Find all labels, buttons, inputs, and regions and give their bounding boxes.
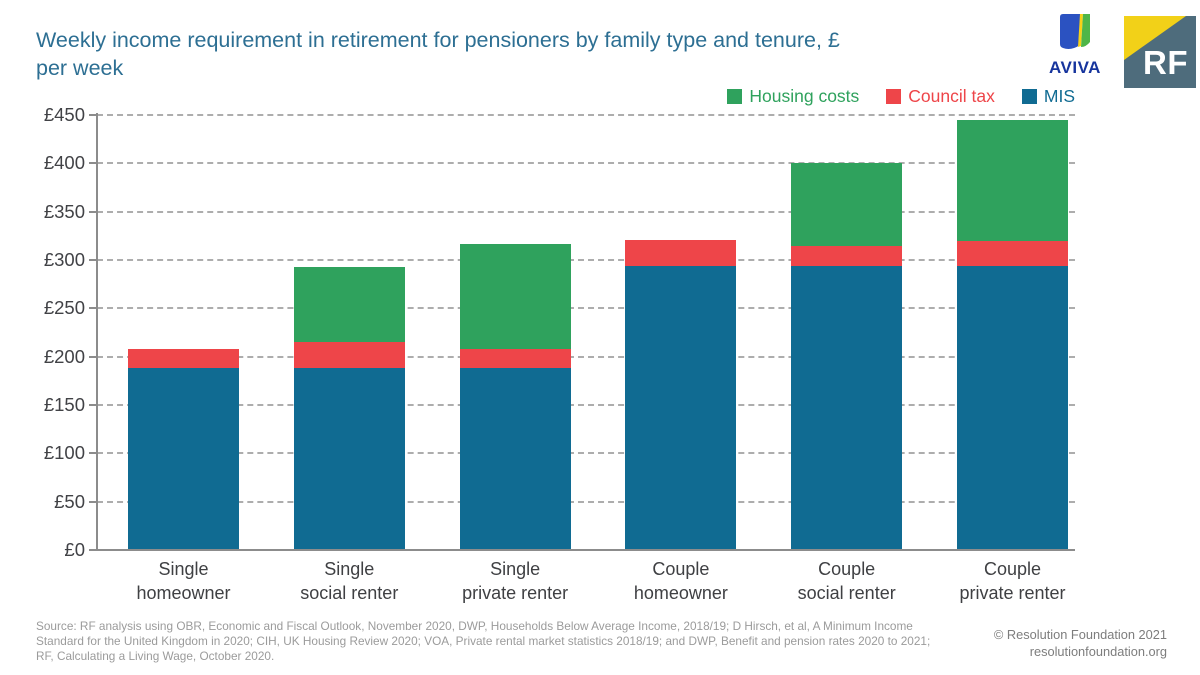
aviva-logo: AVIVA: [1040, 14, 1110, 78]
plot-area: [97, 113, 1075, 550]
bar-segment-mis: [293, 368, 405, 550]
x-axis-line: [89, 549, 1075, 551]
y-tick-label: £150: [43, 394, 85, 415]
bar-segment-housing-costs: [957, 119, 1068, 241]
y-tick-label: £50: [54, 490, 85, 512]
copyright-note: © Resolution Foundation 2021 resolutionf…: [994, 627, 1167, 660]
bar-segment-council-tax: [625, 239, 737, 266]
bar-single-private-renter: [459, 113, 571, 550]
y-tick-label: £300: [43, 249, 85, 270]
gridline-450: [97, 114, 1075, 116]
housing-costs-swatch-icon: [727, 89, 743, 104]
aviva-logo-text: AVIVA: [1049, 58, 1101, 77]
bar-segment-council-tax: [293, 342, 405, 369]
y-axis-tick: [89, 210, 97, 213]
x-tick-label: Single social renter: [300, 559, 399, 603]
x-tick-label: Couple social renter: [797, 559, 896, 603]
chart-legend: Housing costs Council tax MIS: [727, 86, 1075, 107]
y-tick-label: £450: [43, 104, 85, 125]
y-tick-label: £0: [64, 539, 85, 560]
bar-couple-private-renter: [957, 113, 1068, 550]
bar-segment-council-tax: [791, 246, 903, 266]
y-tick-label: £250: [43, 297, 85, 319]
bar-segment-housing-costs: [293, 266, 405, 343]
gridline-150: [97, 404, 1075, 406]
bar-segment-council-tax: [459, 348, 571, 369]
y-axis-tick: [89, 355, 97, 358]
x-tick-label: Couple private renter: [959, 559, 1066, 603]
bar-couple-homeowner: [625, 113, 737, 550]
gridline-300: [97, 259, 1075, 261]
y-tick-label: £100: [43, 442, 85, 464]
bar-segment-council-tax: [128, 348, 239, 369]
bar-couple-social-renter: [791, 113, 903, 550]
bar-segment-mis: [957, 265, 1068, 550]
bar-single-social-renter: [293, 113, 405, 550]
legend-item-mis: MIS: [1021, 86, 1075, 107]
page-title-line1: Weekly income requirement in retirement …: [36, 28, 840, 52]
mis-swatch-icon: [1021, 89, 1037, 104]
gridline-100: [97, 452, 1075, 455]
source-line: RF, Calculating a Living Wage, October 2…: [36, 648, 275, 663]
legend-item-council-tax: Council tax: [886, 86, 995, 107]
y-tick-label: £350: [43, 200, 85, 222]
gridline-200: [97, 355, 1075, 358]
bar-single-homeowner: [128, 113, 239, 550]
bar-segment-mis: [459, 368, 571, 550]
rf-logo: RF: [1124, 16, 1196, 88]
y-axis-tick: [89, 307, 97, 310]
bar-segment-housing-costs: [459, 243, 571, 349]
source-line: Source: RF analysis using OBR, Economic …: [36, 619, 913, 633]
copyright-text: © Resolution Foundation 2021: [993, 627, 1167, 642]
y-axis-tick: [89, 259, 97, 261]
y-axis-tick: [89, 114, 97, 116]
y-axis-tick: [89, 452, 97, 455]
gridline-50: [97, 500, 1075, 503]
legend-label: Council tax: [908, 86, 995, 106]
bar-segment-mis: [128, 368, 239, 550]
gridline-250: [97, 307, 1075, 310]
x-tick-label: Single private renter: [462, 559, 569, 603]
y-tick-label: £400: [43, 152, 85, 174]
legend-label: Housing costs: [749, 86, 860, 106]
bar-segment-housing-costs: [791, 163, 903, 247]
rf-logo-text: RF: [1143, 44, 1188, 81]
bar-segment-mis: [625, 265, 737, 550]
y-axis-tick: [89, 404, 97, 406]
source-line: Standard for the United Kingdom in 2020;…: [36, 633, 931, 648]
legend-label: MIS: [1043, 86, 1075, 106]
source-note: Source: RF analysis using OBR, Economic …: [36, 619, 961, 664]
aviva-book-icon: [1056, 14, 1094, 56]
council-tax-swatch-icon: [886, 89, 902, 104]
y-axis-labels: £0 £50 £100 £150 £200 £250 £300 £350 £400 £450: [0, 104, 85, 560]
y-axis-line: [96, 113, 98, 550]
website-text: resolutionfoundation.org: [1029, 643, 1167, 659]
legend-item-housing-costs: Housing costs: [727, 86, 859, 107]
gridline-400: [97, 162, 1075, 165]
page-title-line2: per week: [36, 55, 124, 80]
y-tick-label: £200: [43, 345, 85, 367]
bar-segment-council-tax: [957, 240, 1068, 266]
x-tick-label: Single homeowner: [136, 559, 231, 603]
y-axis-tick: [89, 500, 97, 503]
gridline-350: [97, 210, 1075, 213]
bar-segment-mis: [791, 265, 903, 550]
y-axis-tick: [89, 162, 97, 165]
rf-logo-triangle: [1124, 16, 1186, 60]
page-title: Weekly income requirement in retirement …: [36, 27, 996, 82]
x-tick-label: Couple homeowner: [633, 559, 728, 603]
